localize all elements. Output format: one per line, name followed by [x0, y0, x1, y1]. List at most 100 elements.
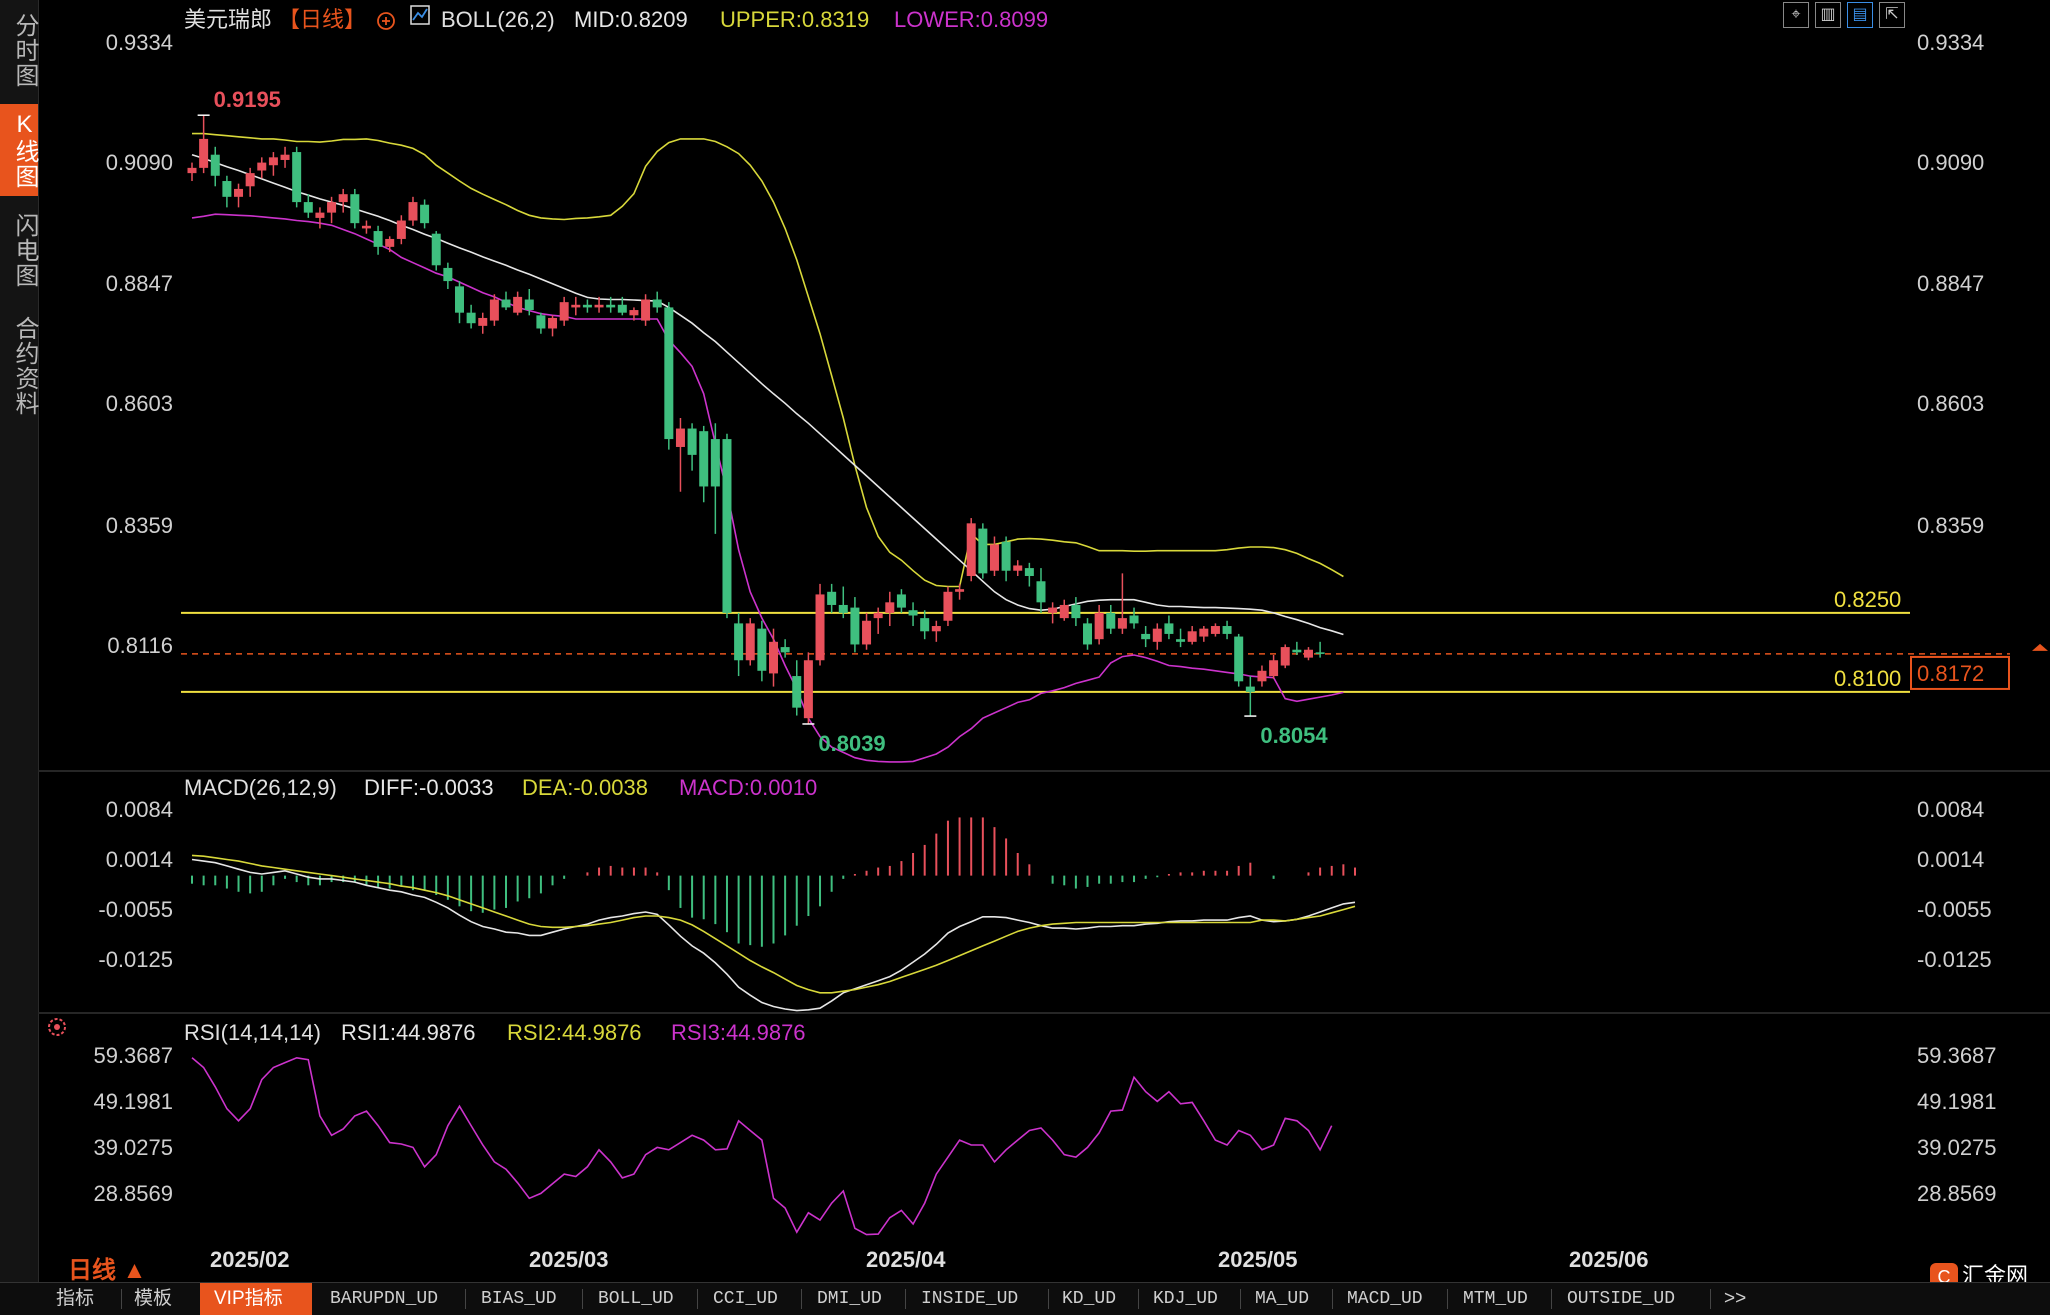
- tab-indicators[interactable]: 指标: [56, 1288, 95, 1309]
- candle: [199, 115, 209, 174]
- rsi1-value: RSI1:44.9876: [341, 1020, 476, 1045]
- candle: [710, 423, 720, 534]
- sidebar-tab-timeshare[interactable]: 分时图: [11, 12, 38, 88]
- boll-bands: [191, 132, 1344, 763]
- candle-body: [1083, 623, 1093, 645]
- candle-body: [536, 315, 546, 329]
- candle-body: [920, 618, 930, 632]
- tab-inside-ud[interactable]: INSIDE_UD: [921, 1289, 1019, 1309]
- candle: [885, 591, 895, 627]
- candle: [966, 518, 976, 582]
- tab-mtm-ud[interactable]: MTM_UD: [1463, 1289, 1528, 1309]
- x-tick-label: 2025/05: [1218, 1247, 1298, 1272]
- rsi-series: [191, 1056, 1333, 1236]
- candle: [361, 220, 371, 234]
- tab-divider: [1710, 1289, 1711, 1309]
- tab-templates[interactable]: 模板: [134, 1288, 173, 1309]
- tab-outside-ud[interactable]: OUTSIDE_UD: [1567, 1289, 1676, 1309]
- candle: [222, 175, 232, 208]
- candle-body: [478, 317, 488, 326]
- candle-body: [501, 299, 511, 308]
- candle: [466, 304, 476, 329]
- crosshair-icon[interactable]: ⌖: [1783, 2, 1809, 28]
- bar-chart-icon[interactable]: ▥: [1815, 2, 1841, 28]
- candle-body: [1187, 631, 1197, 642]
- rsi2-value: RSI2:44.9876: [507, 1020, 642, 1045]
- tab-boll-ud[interactable]: BOLL_UD: [598, 1289, 674, 1309]
- candle-chart-icon[interactable]: ▤: [1847, 2, 1873, 28]
- candle: [827, 583, 837, 613]
- low-annotation-april: 0.8039: [818, 731, 885, 756]
- candle-body: [757, 628, 767, 671]
- candle-body: [350, 194, 360, 224]
- candle: [524, 288, 534, 316]
- tab-barupdn-ud[interactable]: BARUPDN_UD: [330, 1289, 439, 1309]
- rsi-y-axis: 59.3687 59.3687 49.1981 49.1981 39.0275 …: [93, 1043, 1996, 1206]
- y-tick-left: 28.8569: [93, 1181, 173, 1206]
- candle-body: [827, 591, 837, 605]
- tab-divider: [1138, 1289, 1139, 1309]
- tab-bias-ud[interactable]: BIAS_UD: [481, 1289, 557, 1309]
- boll-lower-value: LOWER:0.8099: [894, 7, 1048, 32]
- tab-divider: [582, 1289, 583, 1309]
- y-tick-left: 0.9334: [106, 30, 173, 55]
- circle-plus-icon[interactable]: [377, 12, 395, 30]
- current-price-value: 0.8172: [1917, 661, 1984, 686]
- period-selector[interactable]: 日线 ▲: [68, 1257, 147, 1284]
- candle: [594, 296, 604, 313]
- fullscreen-icon[interactable]: ⇱: [1879, 2, 1905, 28]
- y-tick-left: 0.8847: [106, 271, 173, 296]
- y-tick-left: 0.0014: [106, 847, 173, 872]
- candle-body: [420, 204, 430, 224]
- candle: [943, 586, 953, 627]
- candle-body: [187, 167, 197, 174]
- candle-body: [466, 312, 476, 324]
- sidebar-tab-flash[interactable]: 闪电图: [11, 212, 38, 288]
- tab-cci-ud[interactable]: CCI_UD: [713, 1289, 778, 1309]
- candle-body: [652, 299, 662, 308]
- candle-body: [315, 212, 325, 218]
- tab-dmi-ud[interactable]: DMI_UD: [817, 1289, 882, 1309]
- candle-body: [1164, 623, 1174, 634]
- candle-body: [955, 589, 965, 592]
- tab-kdj-ud[interactable]: KDJ_UD: [1153, 1289, 1218, 1309]
- tab-more[interactable]: >>: [1724, 1288, 1747, 1309]
- candle-body: [803, 660, 813, 719]
- candle: [571, 296, 581, 316]
- candle-body: [1106, 612, 1116, 629]
- tab-divider: [801, 1289, 802, 1309]
- candle: [1106, 604, 1116, 634]
- indicator-chart-icon: [410, 5, 430, 25]
- candle-body: [1280, 647, 1290, 666]
- candle: [1152, 623, 1162, 650]
- candle: [373, 225, 383, 255]
- candle-body: [373, 231, 383, 247]
- tab-kd-ud[interactable]: KD_UD: [1062, 1289, 1117, 1309]
- candle: [769, 628, 778, 687]
- candle: [501, 291, 511, 311]
- candle: [385, 236, 395, 253]
- settings-gear-icon[interactable]: [48, 1018, 66, 1036]
- candle-body: [699, 431, 709, 487]
- candle: [1117, 573, 1127, 634]
- macd-diff-value: DIFF:-0.0033: [364, 775, 494, 800]
- tab-macd-ud[interactable]: MACD_UD: [1347, 1289, 1423, 1309]
- chart-canvas[interactable]: 美元瑞郎 【日线】 BOLL(26,2) MID:0.8209 UPPER:0.…: [0, 0, 2050, 1282]
- candle: [896, 589, 906, 613]
- y-tick-right: 39.0275: [1917, 1135, 1997, 1160]
- candlestick-series[interactable]: [187, 114, 1325, 725]
- y-tick-left: 0.8359: [106, 513, 173, 538]
- tab-divider: [121, 1289, 122, 1309]
- candle: [757, 620, 767, 682]
- sidebar-tab-kline[interactable]: K线图: [0, 104, 38, 196]
- candle-body: [443, 267, 453, 282]
- candle-body: [1234, 636, 1244, 682]
- tab-ma-ud[interactable]: MA_UD: [1255, 1289, 1310, 1309]
- candle: [489, 294, 499, 326]
- candle-body: [571, 304, 581, 308]
- sidebar-tab-contract-info[interactable]: 合约资料: [11, 316, 38, 416]
- tab-vip-indicators[interactable]: VIP指标: [200, 1283, 312, 1315]
- y-tick-right: 28.8569: [1917, 1181, 1997, 1206]
- candle: [873, 607, 883, 634]
- candle-body: [1117, 618, 1127, 629]
